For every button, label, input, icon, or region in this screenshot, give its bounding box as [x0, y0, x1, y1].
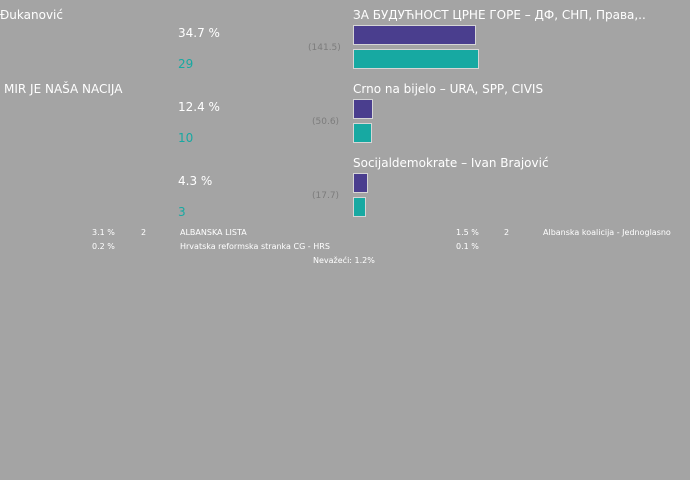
small-row-2-left-name: Hrvatska reformska stranka CG - HRS: [180, 242, 330, 251]
small-row-2-left-percent: 0.2 %: [92, 242, 115, 251]
left-party-2-percent: 12.4 %: [178, 100, 220, 114]
left-party-3-percent: 4.3 %: [178, 174, 213, 188]
right-party-1-votes: (141.5): [308, 43, 341, 53]
left-party-3-seats: 3: [178, 205, 186, 219]
small-row-1-left-percent: 3.1 %: [92, 228, 115, 237]
small-row-1-left-name: ALBANSKA LISTA: [180, 228, 247, 237]
left-party-1-percent: 34.7 %: [178, 26, 220, 40]
left-party-2-name: MIR JE NAŠA NACIJA: [4, 82, 123, 96]
left-party-2-seats: 10: [178, 131, 194, 145]
left-party-1-name: Đukanović: [0, 8, 63, 22]
right-party-1-name: ЗА БУДУЋНОСТ ЦРНЕ ГОРЕ – ДФ, СНП, Права,…: [353, 8, 646, 22]
right-party-2-seats-bar: [353, 123, 372, 143]
left-party-1-seats: 29: [178, 57, 194, 71]
right-party-3-name: Socijaldemokrate – Ivan Brajović: [353, 156, 549, 170]
right-party-3-votes-bar: [353, 173, 368, 193]
right-party-2-votes: (50.6): [312, 117, 340, 127]
right-party-3-votes: (17.7): [312, 191, 340, 201]
right-party-2-name: Crno na bijelo – URA, SPP, CIVIS: [353, 82, 544, 96]
small-row-2-right-percent: 0.1 %: [456, 242, 479, 251]
small-row-1-left-seats: 2: [141, 228, 147, 237]
right-party-1-votes-bar: [353, 25, 476, 45]
small-row-1-right-percent: 1.5 %: [456, 228, 479, 237]
small-row-1-right-name: Albanska koalicija - Jednoglasno: [543, 228, 671, 237]
right-party-3-seats-bar: [353, 197, 366, 217]
small-row-1-right-seats: 2: [504, 228, 510, 237]
invalid-votes-label: Nevažeći: 1.2%: [313, 256, 375, 265]
right-party-2-votes-bar: [353, 99, 373, 119]
right-party-1-seats-bar: [353, 49, 479, 69]
